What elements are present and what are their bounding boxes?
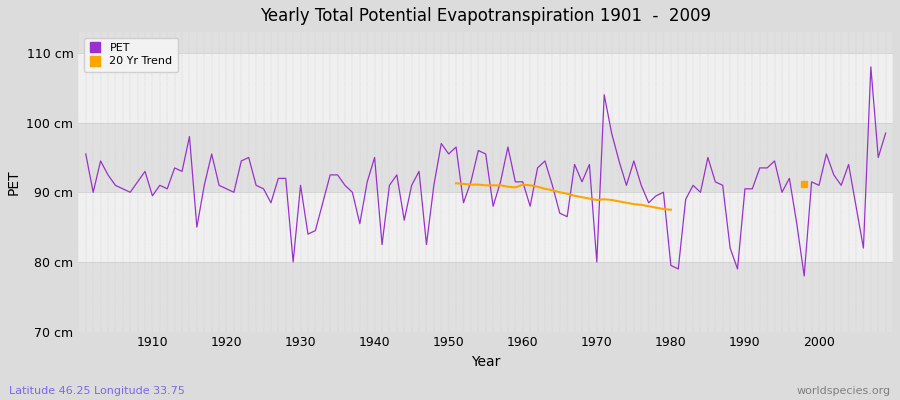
Text: Latitude 46.25 Longitude 33.75: Latitude 46.25 Longitude 33.75 bbox=[9, 386, 184, 396]
Bar bbox=[78, 262, 893, 332]
Y-axis label: PET: PET bbox=[7, 169, 21, 195]
Legend: PET, 20 Yr Trend: PET, 20 Yr Trend bbox=[84, 38, 178, 72]
Bar bbox=[78, 53, 893, 123]
Bar bbox=[78, 123, 893, 192]
Bar bbox=[78, 192, 893, 262]
X-axis label: Year: Year bbox=[471, 355, 500, 369]
Title: Yearly Total Potential Evapotranspiration 1901  -  2009: Yearly Total Potential Evapotranspiratio… bbox=[260, 7, 711, 25]
Bar bbox=[78, 32, 893, 53]
Text: worldspecies.org: worldspecies.org bbox=[796, 386, 891, 396]
